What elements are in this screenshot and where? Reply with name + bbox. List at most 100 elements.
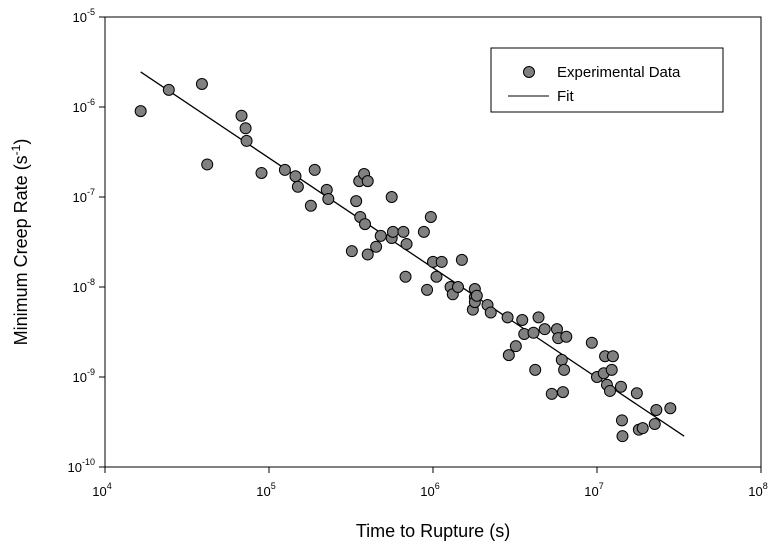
data-point <box>350 195 363 208</box>
data-point <box>615 414 628 427</box>
data-point <box>308 163 321 176</box>
x-tick-exp: 5 <box>271 481 276 491</box>
y-tick-exp: -5 <box>87 7 95 17</box>
x-tick-label: 108 <box>748 481 767 499</box>
y-tick-base: 10 <box>73 190 87 205</box>
x-axis-title: Time to Rupture (s) <box>356 521 510 541</box>
y-axis-title: Minimum Creep Rate (s-1) <box>9 139 31 346</box>
data-point <box>386 225 399 238</box>
data-point <box>399 270 412 283</box>
data-point <box>501 311 514 324</box>
data-point <box>255 166 268 179</box>
data-point <box>556 386 569 399</box>
data-point <box>345 245 358 258</box>
x-tick-exp: 4 <box>107 481 112 491</box>
data-point <box>195 78 208 91</box>
data-point <box>374 229 387 242</box>
x-tick-label: 104 <box>92 481 111 499</box>
data-point <box>235 109 248 122</box>
y-tick-base: 10 <box>73 370 87 385</box>
x-tick-exp: 8 <box>763 481 768 491</box>
y-tick-label: 10-10 <box>68 457 95 475</box>
data-point <box>400 238 413 251</box>
data-point <box>606 350 619 363</box>
data-point <box>385 191 398 203</box>
y-tick-exp: -7 <box>87 187 95 197</box>
data-point <box>636 422 649 435</box>
data-point <box>417 225 430 238</box>
x-tick-base: 10 <box>256 484 270 499</box>
y-axis-title-main: Minimum Creep Rate (s <box>11 155 31 345</box>
y-tick-label: 10-8 <box>73 277 95 295</box>
legend-box <box>490 47 724 113</box>
y-tick-label: 10-9 <box>73 367 95 385</box>
data-point <box>502 349 515 362</box>
data-point <box>616 430 629 443</box>
x-tick-base: 10 <box>584 484 598 499</box>
y-axis-title-sup: -1 <box>9 144 23 155</box>
data-point <box>397 225 410 238</box>
legend-label-fit: Fit <box>557 88 574 105</box>
y-axis-title-close: ) <box>11 139 31 145</box>
x-axis-ticks: 104 105 106 107 108 <box>92 467 768 499</box>
data-point <box>605 363 618 376</box>
y-tick-exp: -10 <box>82 457 95 467</box>
y-tick-exp: -9 <box>87 367 95 377</box>
data-point <box>370 240 383 253</box>
x-tick-exp: 6 <box>435 481 440 491</box>
data-point <box>435 255 448 268</box>
data-point <box>361 248 374 261</box>
data-point <box>451 281 464 293</box>
data-point <box>648 418 661 431</box>
data-point <box>529 363 542 376</box>
y-tick-exp: -6 <box>87 97 95 107</box>
data-point <box>430 270 443 283</box>
x-tick-exp: 7 <box>599 481 604 491</box>
data-point <box>421 283 434 296</box>
data-point <box>545 387 558 400</box>
y-tick-label: 10-7 <box>73 187 95 205</box>
data-point <box>291 180 304 193</box>
data-point <box>470 289 483 302</box>
data-point <box>614 380 627 393</box>
data-point <box>538 323 551 336</box>
legend-label-experimental: Experimental Data <box>557 64 681 81</box>
data-point <box>424 210 437 223</box>
legend-marker-experimental <box>523 66 535 78</box>
y-tick-exp: -8 <box>87 277 95 287</box>
data-point <box>603 384 616 397</box>
data-points-layer <box>134 78 677 443</box>
data-point <box>134 105 147 118</box>
data-point <box>201 158 214 171</box>
x-tick-base: 10 <box>420 484 434 499</box>
data-point <box>664 402 677 415</box>
y-tick-base: 10 <box>73 280 87 295</box>
data-point <box>361 175 374 188</box>
data-point <box>560 330 573 343</box>
y-tick-base: 10 <box>68 460 82 475</box>
y-tick-base: 10 <box>73 10 87 25</box>
data-point <box>585 336 598 349</box>
data-point <box>509 340 522 353</box>
data-point <box>278 163 291 176</box>
x-tick-label: 105 <box>256 481 275 499</box>
data-point <box>304 199 317 212</box>
x-tick-label: 106 <box>420 481 439 499</box>
data-point <box>359 218 372 231</box>
data-point <box>630 387 643 400</box>
x-tick-base: 10 <box>748 484 762 499</box>
data-point <box>162 83 175 96</box>
data-point <box>455 253 468 266</box>
data-point <box>239 122 252 135</box>
y-tick-label: 10-6 <box>73 97 95 115</box>
data-point <box>650 403 663 416</box>
data-point <box>555 353 568 366</box>
data-point <box>532 311 545 324</box>
x-tick-label: 107 <box>584 481 603 499</box>
data-point <box>289 170 302 183</box>
x-tick-base: 10 <box>92 484 106 499</box>
data-point <box>558 363 571 376</box>
data-point <box>516 313 529 326</box>
